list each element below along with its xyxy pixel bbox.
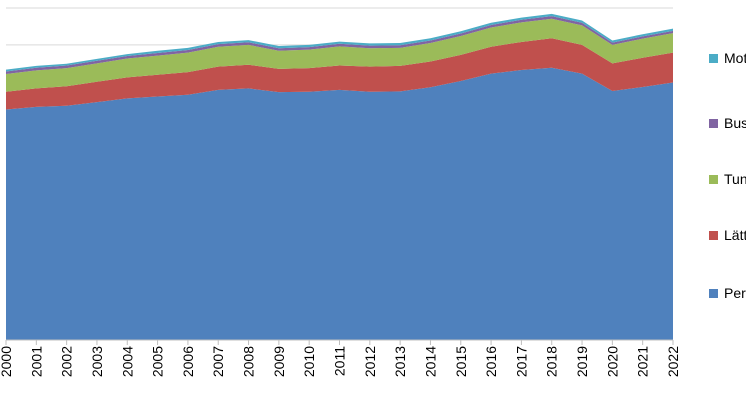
- x-tick-label: 2003: [89, 346, 105, 377]
- area-series-bussar: [6, 16, 673, 75]
- legend-item: Personbilar: [709, 283, 746, 303]
- legend-item: Bussar: [709, 113, 746, 133]
- x-tick-label: 2002: [59, 346, 75, 377]
- x-tick-label: 2007: [210, 346, 226, 377]
- x-tick-label: 2005: [150, 346, 166, 377]
- x-tick-label: 2014: [422, 346, 438, 377]
- x-tick-label: 2011: [332, 346, 348, 376]
- legend-label: Tunga lastbilar: [724, 171, 746, 187]
- x-tick-label: 2006: [180, 346, 196, 377]
- x-tick-label: 2009: [271, 346, 287, 377]
- legend-swatch: [709, 288, 718, 298]
- x-tick-label: 2020: [604, 346, 620, 377]
- legend-label: Personbilar: [724, 285, 746, 301]
- x-tick-label: 2012: [362, 346, 378, 377]
- legend-item: Motorcyklar: [709, 48, 746, 68]
- legend-swatch: [709, 230, 718, 240]
- legend-swatch: [709, 53, 718, 63]
- x-tick-label: 2022: [665, 346, 681, 377]
- legend-swatch: [709, 118, 718, 128]
- x-tick-label: 2004: [119, 346, 135, 377]
- x-tick-label: 2013: [392, 346, 408, 377]
- legend-swatch: [709, 174, 718, 184]
- area-series-personbilar: [6, 67, 673, 340]
- area-series-l-tta-lastbilar: [6, 38, 673, 110]
- legend-label: Motorcyklar: [724, 50, 746, 66]
- x-tick-label: 2018: [544, 346, 560, 377]
- area-series-tunga-lastbilar: [6, 18, 673, 92]
- x-axis-ticks: 2000 2001 2002 2003 2004 2005 2006 2007 2008 2009…: [0, 340, 681, 377]
- x-tick-label: 2000: [0, 346, 14, 377]
- x-tick-label: 2019: [574, 346, 590, 377]
- legend-item: Tunga lastbilar: [709, 169, 746, 189]
- area-series-group: [6, 13, 673, 340]
- x-tick-label: 2015: [453, 346, 469, 377]
- x-tick-label: 2021: [635, 346, 651, 377]
- area-series-motorcyklar: [6, 13, 673, 72]
- x-tick-label: 2017: [513, 346, 529, 377]
- x-tick-label: 2016: [483, 346, 499, 377]
- chart-legend: Motorcyklar Bussar Tunga lastbilar Lätta la…: [709, 48, 746, 348]
- legend-label: Bussar: [724, 115, 746, 131]
- x-tick-label: 2010: [301, 346, 317, 377]
- legend-label: Lätta lastbilar: [724, 227, 746, 243]
- x-tick-label: 2001: [28, 346, 44, 377]
- legend-item: Lätta lastbilar: [709, 225, 746, 245]
- x-tick-label: 2008: [241, 346, 257, 377]
